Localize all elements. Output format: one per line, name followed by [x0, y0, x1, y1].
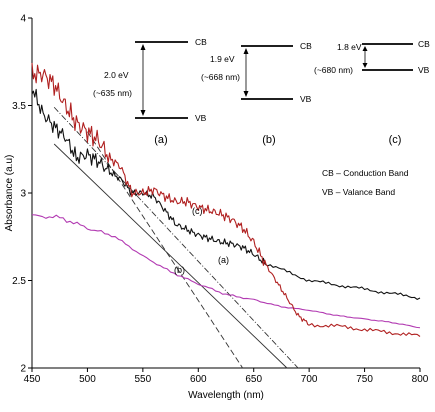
x-tick-label: 700 [301, 374, 318, 385]
band-diagram-b: CB VB 1.9 eV (~668 nm) (b) [201, 41, 312, 146]
panel-label-b: (b) [262, 134, 275, 146]
curve-label-b: (b) [174, 265, 185, 275]
x-tick-label: 550 [135, 374, 152, 385]
panel-label-c: (c) [389, 134, 402, 146]
legend-vb-note: VB – Valance Band [322, 187, 395, 197]
gap-wavelength-b: (~668 nm) [201, 72, 240, 82]
curve-label-a: (a) [218, 255, 229, 265]
gap-wavelength-c: (~680 nm) [314, 65, 353, 75]
y-axis-label: Absorbance (a.u) [4, 155, 15, 232]
vb-label-b: VB [300, 94, 312, 104]
x-tick-label: 750 [356, 374, 373, 385]
x-tick-label: 650 [245, 374, 262, 385]
vb-label-a: VB [195, 113, 207, 123]
gap-value-c: 1.8 eV [337, 42, 362, 52]
gap-arrow-head-up-a [140, 44, 146, 50]
cb-label-c: CB [418, 39, 430, 49]
y-tick-label: 4 [20, 14, 26, 25]
y-tick-label: 2 [20, 364, 26, 375]
x-tick-label: 500 [79, 374, 96, 385]
gap-arrow-head-down-b [243, 91, 249, 97]
cb-label-b: CB [300, 41, 312, 51]
tangent-line-dash-dot [53, 106, 299, 369]
gap-value-b: 1.9 eV [210, 54, 235, 64]
series-line-c [31, 62, 421, 337]
series-line-a [31, 88, 421, 300]
y-tick-label: 2.5 [12, 276, 26, 287]
gap-arrow-head-up-c [362, 46, 368, 51]
x-axis-label: Wavelength (nm) [188, 390, 264, 401]
x-tick-label: 800 [412, 374, 429, 385]
gap-arrow-head-up-b [243, 48, 249, 54]
vb-label-c: VB [418, 65, 430, 75]
ticks: 450 500 550 600 650 700 750 800 2 2.5 3 3.5 4 [12, 14, 429, 386]
band-diagram-c: CB VB 1.8 eV (~680 nm) (c) [314, 39, 430, 146]
curve-label-c: (c) [192, 206, 203, 216]
series-lines [31, 62, 421, 337]
gap-wavelength-a: (~635 nm) [93, 88, 132, 98]
legend-cb-note: CB – Conduction Band [322, 168, 409, 178]
panel-label-a: (a) [154, 134, 167, 146]
gap-arrow-head-down-c [362, 63, 368, 68]
cb-label-a: CB [195, 37, 207, 47]
tangent-line-solid [53, 143, 288, 369]
series-line-b [31, 214, 421, 329]
gap-value-a: 2.0 eV [104, 70, 129, 80]
band-diagram-a: CB VB 2.0 eV (~635 nm) (a) [93, 37, 207, 146]
gap-arrow-head-down-a [140, 110, 146, 116]
y-tick-label: 3.5 [12, 101, 26, 112]
x-tick-label: 600 [190, 374, 207, 385]
y-tick-label: 3 [20, 189, 26, 200]
x-tick-label: 450 [24, 374, 41, 385]
